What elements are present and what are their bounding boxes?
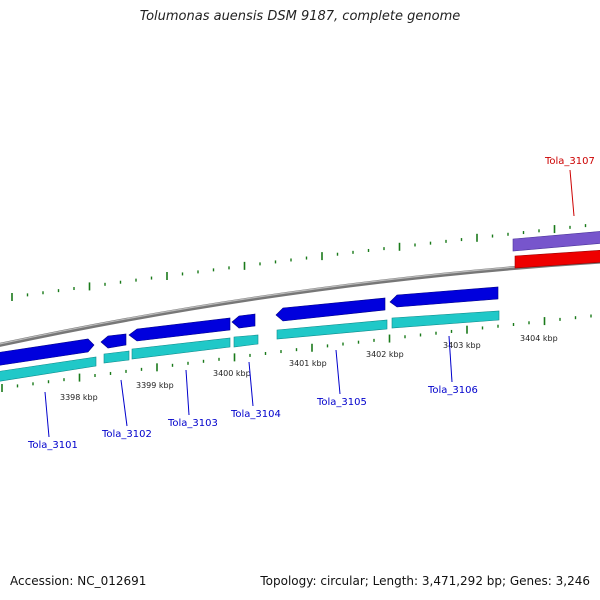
inner-tick-ring [1, 314, 592, 392]
gene-tola-3104-cyan[interactable] [233, 334, 259, 348]
gene-tola-3101-cyan[interactable] [0, 356, 97, 382]
topology-summary: Topology: circular; Length: 3,471,292 bp… [260, 574, 590, 588]
map-title: Tolumonas auensis DSM 9187, complete gen… [139, 9, 461, 24]
callout-line-tola-3102 [120, 379, 128, 427]
gene-tola-3103-cds[interactable] [128, 317, 231, 342]
accession-text: Accession: NC_012691 [10, 574, 147, 588]
gene-tola-3106-cds[interactable] [389, 286, 499, 308]
gene-tola-3107-cds[interactable] [514, 250, 600, 269]
gene-tola-3103-cyan[interactable] [131, 337, 231, 360]
gene-track [0, 231, 600, 382]
gene-label-tola-3107[interactable]: Tola_3107 [544, 156, 595, 167]
callout-line-tola-3103 [185, 369, 190, 416]
scale-label: 3398 kbp [60, 393, 98, 402]
gene-tola-3107-feature[interactable] [512, 231, 600, 252]
gene-label-tola-3103[interactable]: Tola_3103 [167, 418, 218, 429]
gene-tola-3102-cyan[interactable] [103, 350, 130, 364]
scale-label: 3402 kbp [366, 350, 404, 359]
scale-label: 3401 kbp [289, 359, 327, 368]
callout-lines [44, 169, 575, 438]
scale-labels: 3398 kbp 3399 kbp 3400 kbp 3401 kbp 3402… [60, 334, 558, 402]
gene-labels: Tola_3101 Tola_3102 Tola_3103 Tola_3104 … [27, 156, 595, 451]
outer-tick-ring [11, 224, 587, 301]
callout-line-tola-3106 [448, 335, 453, 383]
scale-label: 3404 kbp [520, 334, 558, 343]
gene-label-tola-3105[interactable]: Tola_3105 [316, 397, 367, 408]
gene-tola-3102-cds[interactable] [100, 333, 127, 349]
gene-label-tola-3106[interactable]: Tola_3106 [427, 385, 478, 396]
callout-line-tola-3107 [569, 169, 575, 217]
gene-label-tola-3104[interactable]: Tola_3104 [230, 409, 281, 420]
gene-label-tola-3102[interactable]: Tola_3102 [101, 429, 152, 440]
callout-line-tola-3101 [44, 391, 50, 438]
callout-line-tola-3104 [248, 361, 254, 407]
gene-tola-3105-cyan[interactable] [276, 319, 388, 340]
scale-label: 3399 kbp [136, 381, 174, 390]
gene-label-tola-3101[interactable]: Tola_3101 [27, 440, 78, 451]
callout-line-tola-3105 [335, 349, 341, 395]
gene-tola-3105-cds[interactable] [275, 297, 386, 322]
scale-label: 3403 kbp [443, 341, 481, 350]
scale-label: 3400 kbp [213, 369, 251, 378]
gene-tola-3104-cds[interactable] [231, 313, 256, 329]
gene-tola-3106-cyan[interactable] [391, 310, 500, 329]
gene-tola-3101-cds[interactable] [0, 338, 95, 366]
